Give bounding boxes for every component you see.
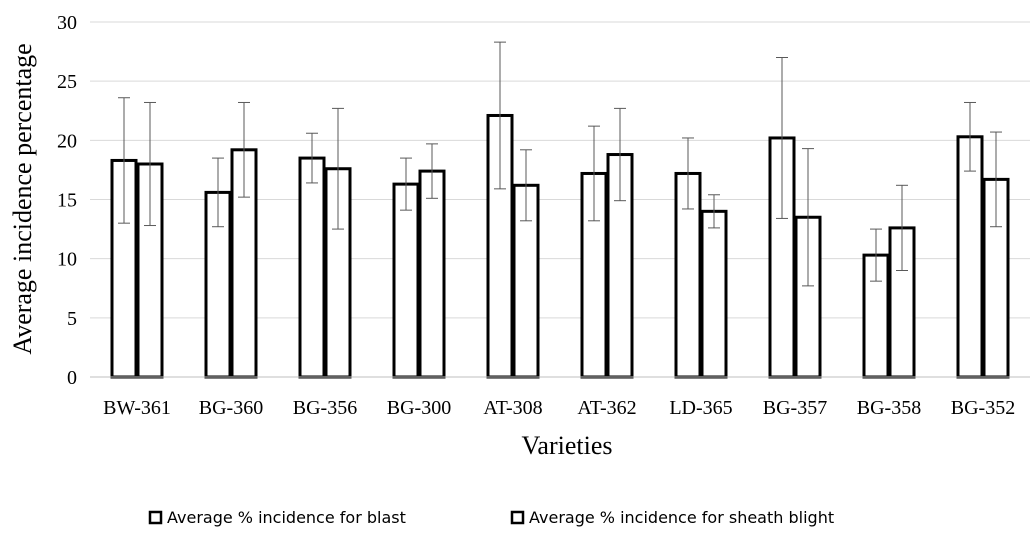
y-tick-label: 5 [67, 308, 77, 330]
legend-label-sheath-blight: Average % incidence for sheath blight [529, 508, 834, 527]
bar-blast-BG-356 [300, 158, 324, 377]
legend: Average % incidence for blast Average % … [150, 508, 834, 527]
x-tick-label: BG-352 [951, 397, 1015, 419]
bar-sheath-blight-LD-365 [702, 211, 726, 377]
x-tick-label: BG-358 [857, 397, 921, 419]
y-axis-title: Average incidence percentage [8, 43, 37, 354]
x-tick-label: BW-361 [103, 397, 171, 419]
y-tick-label: 20 [57, 130, 77, 152]
x-tick-label: BG-356 [293, 397, 357, 419]
bar-blast-BG-300 [394, 184, 418, 377]
legend-swatch-blast [150, 512, 161, 523]
x-tick-label: BG-300 [387, 397, 451, 419]
legend-swatch-sheath-blight [512, 512, 523, 523]
y-tick-label: 0 [67, 367, 77, 389]
bar-blast-BG-352 [958, 137, 982, 377]
x-tick-label: BG-360 [199, 397, 263, 419]
y-tick-label: 15 [57, 190, 77, 212]
legend-label-blast: Average % incidence for blast [167, 508, 406, 527]
x-tick-label: LD-365 [669, 397, 732, 419]
x-tick-label: AT-308 [483, 397, 542, 419]
y-tick-label: 25 [57, 71, 77, 93]
y-tick-label: 30 [57, 12, 77, 34]
bar-sheath-blight-BG-300 [420, 171, 444, 377]
x-tick-label: BG-357 [763, 397, 827, 419]
x-tick-label: AT-362 [577, 397, 636, 419]
x-axis-title: Varieties [522, 431, 613, 460]
y-tick-label: 10 [57, 249, 77, 271]
